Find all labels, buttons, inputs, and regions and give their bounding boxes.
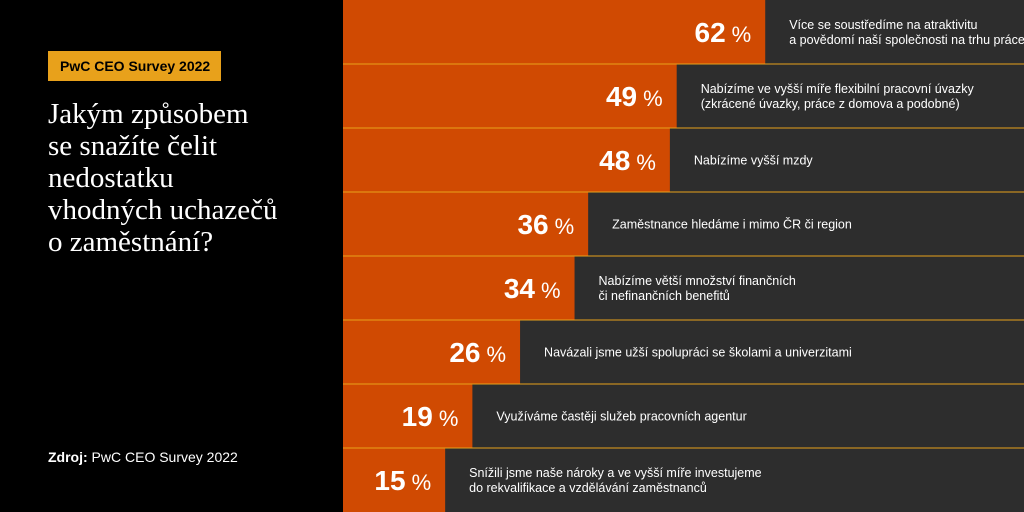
left-panel: PwC CEO Survey 2022 Jakým způsobem se sna… bbox=[0, 0, 343, 512]
category-label-line: Navázali jsme užší spolupráci se školami… bbox=[544, 346, 852, 360]
value-number: 34 bbox=[504, 273, 536, 304]
source-label: Zdroj: bbox=[48, 449, 88, 465]
row-background bbox=[343, 448, 1024, 512]
value-unit: % bbox=[541, 278, 561, 303]
value-number: 62 bbox=[695, 17, 726, 48]
value-label: 19% bbox=[402, 401, 459, 432]
question-line: vhodných uchazečů bbox=[48, 194, 278, 226]
value-unit: % bbox=[643, 86, 663, 111]
category-label: Nabízíme vyšší mzdy bbox=[694, 154, 814, 168]
value-unit: % bbox=[412, 470, 432, 495]
category-label-line: Více se soustředíme na atraktivitu bbox=[789, 18, 977, 32]
category-label-line: do rekvalifikace a vzdělávání zaměstnanc… bbox=[469, 481, 707, 495]
survey-badge: PwC CEO Survey 2022 bbox=[48, 51, 222, 81]
source-text: PwC CEO Survey 2022 bbox=[91, 449, 238, 465]
category-label: Snížili jsme naše nároky a ve vyšší míře… bbox=[469, 466, 762, 495]
value-number: 48 bbox=[599, 145, 630, 176]
value-label: 26% bbox=[449, 337, 506, 368]
category-label: Navázali jsme užší spolupráci se školami… bbox=[544, 346, 852, 360]
category-label: Nabízíme ve vyšší míře flexibilní pracov… bbox=[701, 82, 975, 111]
bar bbox=[343, 64, 677, 128]
value-number: 19 bbox=[402, 401, 433, 432]
category-label-line: Nabízíme ve vyšší míře flexibilní pracov… bbox=[701, 82, 975, 96]
value-label: 48% bbox=[599, 145, 656, 176]
bar bbox=[343, 320, 521, 384]
bar bbox=[343, 384, 473, 448]
question-line: nedostatku bbox=[48, 162, 174, 194]
bar bbox=[343, 256, 575, 320]
value-number: 49 bbox=[606, 81, 637, 112]
value-label: 62% bbox=[695, 17, 752, 48]
category-label-line: a povědomí naší společnosti na trhu prác… bbox=[789, 33, 1024, 47]
value-unit: % bbox=[636, 150, 656, 175]
category-label-line: (zkrácené úvazky, práce z domova a podob… bbox=[701, 97, 960, 111]
value-number: 15 bbox=[374, 465, 405, 496]
value-number: 36 bbox=[517, 209, 548, 240]
value-label: 36% bbox=[517, 209, 574, 240]
question-line: o zaměstnání? bbox=[48, 226, 214, 258]
bar bbox=[343, 192, 589, 256]
category-label: Využíváme častěji služeb pracovních agen… bbox=[496, 410, 746, 424]
value-number: 26 bbox=[449, 337, 480, 368]
category-label-line: Využíváme častěji služeb pracovních agen… bbox=[496, 410, 746, 424]
bar bbox=[343, 128, 670, 192]
category-label: Zaměstnance hledáme i mimo ČR či region bbox=[612, 217, 852, 232]
bar bbox=[343, 448, 446, 512]
value-unit: % bbox=[439, 406, 459, 431]
category-label: Nabízíme větší množství finančních či nef… bbox=[599, 274, 796, 303]
question-line: se snažíte čelit bbox=[48, 130, 218, 162]
value-unit: % bbox=[486, 342, 506, 367]
category-label-line: Nabízíme vyšší mzdy bbox=[694, 154, 814, 168]
bar-chart: 62% Více se soustředíme na atraktivitu a p… bbox=[343, 0, 1024, 512]
value-unit: % bbox=[732, 22, 752, 47]
value-label: 15% bbox=[374, 465, 431, 496]
category-label-line: či nefinančních benefitů bbox=[599, 289, 730, 303]
value-label: 34% bbox=[504, 273, 561, 304]
bar bbox=[343, 0, 766, 64]
question-line: Jakým způsobem bbox=[48, 98, 249, 130]
question-title: Jakým způsobem se snažíte čelit nedostatku… bbox=[48, 98, 328, 258]
category-label-line: Zaměstnance hledáme i mimo ČR či region bbox=[612, 217, 852, 232]
category-label-line: Snížili jsme naše nároky a ve vyšší míře… bbox=[469, 466, 762, 480]
category-label-line: Nabízíme větší množství finančních bbox=[599, 274, 796, 288]
value-label: 49% bbox=[606, 81, 663, 112]
value-unit: % bbox=[555, 214, 575, 239]
source-note: Zdroj: PwC CEO Survey 2022 bbox=[48, 449, 238, 465]
category-label: Více se soustředíme na atraktivitu a pově… bbox=[789, 18, 1024, 47]
